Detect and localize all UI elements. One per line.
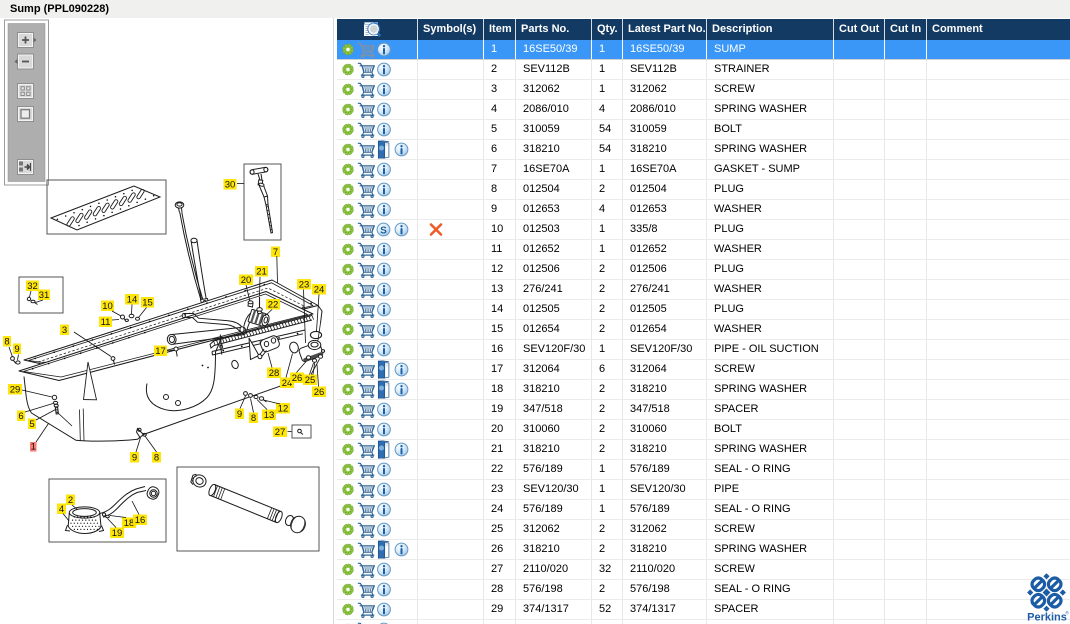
svg-text:26: 26 (292, 373, 303, 384)
svg-text:9: 9 (237, 409, 242, 420)
svg-text:29: 29 (10, 384, 21, 395)
svg-text:28: 28 (269, 368, 280, 379)
svg-text:13: 13 (264, 410, 275, 421)
svg-text:14: 14 (127, 294, 138, 305)
svg-text:8: 8 (251, 413, 256, 424)
svg-text:16: 16 (135, 515, 146, 526)
svg-text:15: 15 (142, 297, 153, 308)
svg-text:26: 26 (314, 387, 325, 398)
svg-text:17: 17 (155, 346, 166, 357)
svg-text:5: 5 (29, 419, 34, 430)
svg-text:23: 23 (299, 279, 310, 290)
svg-text:21: 21 (256, 266, 267, 277)
svg-text:11: 11 (101, 317, 111, 328)
svg-text:25: 25 (305, 375, 316, 386)
svg-text:19: 19 (112, 528, 123, 539)
svg-text:20: 20 (241, 275, 252, 286)
svg-text:31: 31 (39, 290, 50, 301)
svg-text:2: 2 (68, 495, 73, 506)
svg-text:8: 8 (154, 452, 159, 463)
svg-text:6: 6 (18, 411, 23, 422)
svg-text:32: 32 (27, 281, 38, 292)
svg-text:10: 10 (102, 301, 113, 312)
svg-text:1: 1 (31, 441, 36, 452)
svg-text:7: 7 (273, 247, 278, 258)
svg-text:9: 9 (14, 344, 19, 355)
svg-text:9: 9 (132, 452, 137, 463)
svg-text:18: 18 (124, 518, 135, 529)
svg-text:3: 3 (62, 325, 67, 336)
svg-text:4: 4 (59, 504, 64, 515)
svg-text:24: 24 (314, 284, 325, 295)
svg-text:24: 24 (282, 378, 293, 389)
svg-text:30: 30 (225, 179, 236, 190)
svg-text:12: 12 (278, 403, 289, 414)
svg-text:8: 8 (4, 336, 9, 347)
svg-text:27: 27 (275, 427, 286, 438)
svg-text:22: 22 (268, 299, 279, 310)
